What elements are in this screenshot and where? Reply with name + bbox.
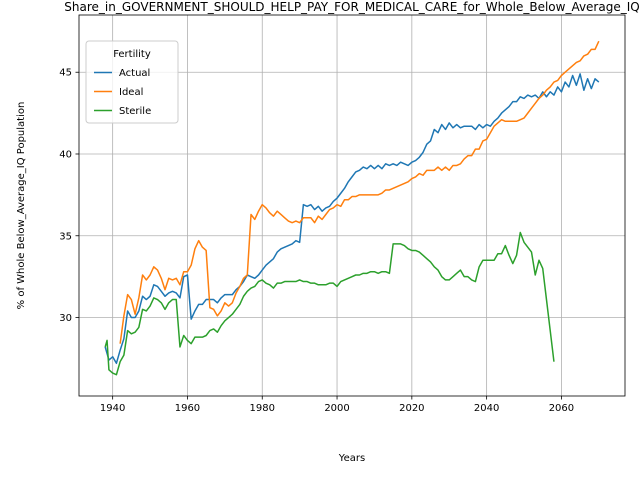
series-line-actual — [104, 73, 600, 365]
x-tick-label: 1940 — [100, 403, 125, 414]
y-axis-label: % of Whole Below_Average_IQ Population — [16, 102, 27, 310]
plot-frame — [78, 14, 626, 397]
legend-label-sterile: Sterile — [119, 106, 151, 117]
y-tick-label: 35 — [59, 231, 72, 242]
x-tick-label: 2000 — [324, 403, 349, 414]
legend-title: Fertility — [113, 49, 151, 60]
x-tick-label: 1960 — [175, 403, 200, 414]
x-tick-label: 2020 — [399, 403, 424, 414]
x-tick-label: 1980 — [250, 403, 275, 414]
y-tick-label: 40 — [59, 149, 72, 160]
legend-box — [85, 40, 179, 124]
legend-label-ideal: Ideal — [119, 87, 143, 98]
series-lines — [104, 40, 600, 376]
legend: Fertility Actual Ideal Sterile — [85, 40, 179, 124]
y-tick-label: 30 — [59, 313, 72, 324]
series-line-ideal — [119, 40, 600, 344]
y-tick-label: 45 — [59, 68, 72, 79]
legend-items: Actual Ideal Sterile — [94, 68, 151, 117]
x-tick-label: 2040 — [474, 403, 499, 414]
legend-label-actual: Actual — [119, 68, 150, 79]
axis-ticks: 1940 1960 1980 2000 2020 2040 2060 30 35 40 45 — [59, 68, 574, 414]
x-axis-label: Years — [338, 453, 365, 464]
chart-title: Share_in_GOVERNMENT_SHOULD_HELP_PAY_FOR_… — [64, 0, 639, 14]
series-line-sterile — [104, 231, 555, 376]
x-tick-label: 2060 — [549, 403, 574, 414]
